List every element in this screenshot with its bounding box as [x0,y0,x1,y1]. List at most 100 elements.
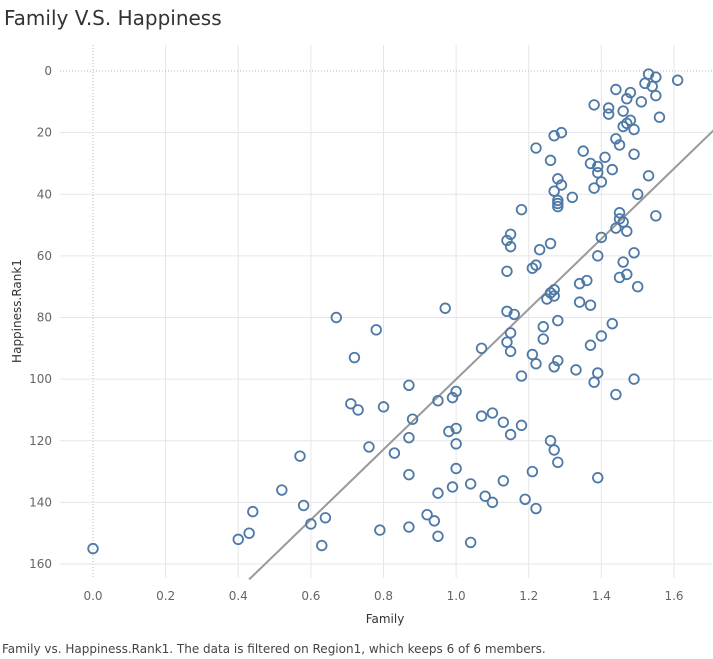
data-point [650,71,662,83]
data-point [515,370,528,382]
data-point [276,484,288,496]
data-point [388,447,401,459]
data-point [352,404,364,416]
data-point [617,256,629,268]
y-tick-label: 40 [37,187,52,201]
x-tick-label: 1.2 [519,589,538,603]
data-point [621,225,633,237]
data-point [621,117,633,130]
data-point [247,505,259,518]
data-point [450,385,462,398]
x-tick-label: 0.8 [374,589,393,603]
data-point [464,536,477,549]
data-point [588,182,600,194]
y-axis-ticks: 0 20 40 60 80 100 120 140 160 [29,64,52,571]
data-point [573,296,586,308]
data-point [87,542,99,555]
data-point [446,391,459,404]
y-tick-label: 120 [29,434,52,448]
data-point [548,444,560,456]
data-point [497,475,510,487]
x-axis-ticks: 0.0 0.2 0.4 0.6 0.8 1.0 1.2 1.4 1.6 [83,589,683,603]
data-point [617,216,629,228]
data-point [588,99,600,111]
chart-caption: Family vs. Happiness.Rank1. The data is … [2,642,546,656]
data-point [552,354,564,367]
data-point [403,379,415,391]
data-point [555,179,568,191]
data-point [377,401,390,413]
data-point [621,268,633,281]
data-point [374,524,386,536]
data-point [595,330,608,342]
data-point [544,435,557,447]
data-point [592,166,604,179]
data-point [504,428,517,441]
data-point [319,512,332,524]
data-point [515,203,528,216]
y-tick-label: 100 [29,372,52,386]
data-point [631,280,644,293]
data-point [650,210,662,222]
data-point [552,314,564,327]
data-point [621,93,633,105]
chart-title: Family V.S. Happiness [4,6,222,30]
data-point [548,361,560,373]
data-point [635,96,648,108]
y-tick-label: 0 [44,64,52,78]
data-point [548,284,560,296]
data-point [530,502,542,515]
data-point [552,194,564,207]
data-point [348,351,361,364]
data-point [439,302,451,314]
data-point [552,173,564,185]
data-point [526,348,539,361]
data-point [552,200,564,213]
data-point [544,237,557,250]
y-tick-label: 60 [37,249,52,263]
data-point [305,518,317,530]
data-point [584,339,597,351]
data-point [475,410,488,422]
data-point [508,308,520,321]
data-point [330,311,342,324]
data-point [592,367,604,379]
data-point [515,419,528,432]
data-point [501,234,513,247]
data-point [584,157,597,170]
data-point [570,364,582,376]
data-point [497,416,510,428]
data-point [432,530,444,542]
data-point [628,373,640,385]
data-point [566,191,579,204]
data-point [421,509,433,521]
data-point [639,77,651,90]
data-point [642,68,655,80]
data-point [628,148,640,160]
data-point [573,277,586,290]
data-point [617,105,629,117]
data-point [232,533,244,546]
data-point [599,151,611,163]
data-point [624,86,637,99]
data-point [243,527,255,539]
data-point [595,231,608,244]
data-point [610,133,622,145]
data-point [432,487,444,499]
data-point [504,345,517,358]
data-point [475,342,488,355]
y-tick-label: 20 [37,126,52,140]
y-tick-label: 160 [29,557,52,571]
data-point [526,465,539,478]
data-point [544,287,557,299]
data-point [610,222,622,234]
data-point [443,425,455,438]
data-point [624,114,637,127]
x-tick-label: 1.6 [664,589,683,603]
data-point [584,299,597,311]
data-point [617,120,629,133]
data-point [450,462,462,475]
data-point [588,376,600,388]
data-point [345,398,357,410]
data-point [486,407,499,419]
